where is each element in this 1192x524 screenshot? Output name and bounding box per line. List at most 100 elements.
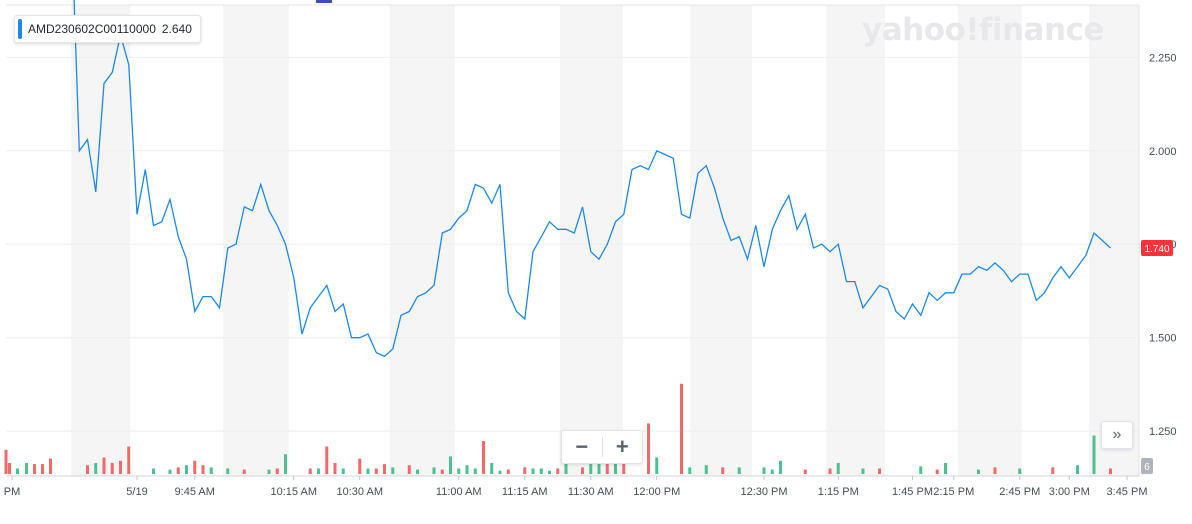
volume-bar xyxy=(176,467,180,474)
volume-bar xyxy=(490,463,494,474)
x-tick-label: 11:00 AM xyxy=(436,486,482,498)
zoom-out-button[interactable]: − xyxy=(575,434,589,459)
volume-bar xyxy=(762,467,766,474)
volume-bar xyxy=(779,460,782,474)
volume-bar xyxy=(49,458,52,474)
volume-bar xyxy=(1018,468,1022,474)
volume-bar xyxy=(1092,435,1096,474)
shade-band-3 xyxy=(560,5,623,476)
x-tick-label: 10:30 AM xyxy=(337,486,383,498)
volume-bar xyxy=(622,458,626,474)
volume-bar xyxy=(41,464,44,474)
volume-tag-label: 6 xyxy=(1144,462,1150,473)
volume-bar xyxy=(977,469,980,474)
volume-bar xyxy=(539,468,543,474)
volume-bar xyxy=(284,454,287,474)
zoom-control: − + xyxy=(561,430,643,464)
volume-bar xyxy=(581,467,584,474)
volume-bar xyxy=(465,465,469,474)
expand-chart-button[interactable]: » xyxy=(1101,421,1133,449)
volume-bar xyxy=(152,468,155,474)
volume-bar xyxy=(432,467,436,474)
volume-bar xyxy=(944,463,947,474)
volume-bar xyxy=(993,467,997,474)
y-tick-label: 2.250 xyxy=(1149,52,1177,64)
x-tick-label: 12:00 PM xyxy=(633,486,680,498)
x-tick-label: 12:30 PM xyxy=(740,486,787,498)
y-tick-label: 2.000 xyxy=(1149,146,1177,158)
series-legend[interactable]: AMD230602C00110000 2.640 xyxy=(14,15,201,43)
volume-bar xyxy=(523,467,527,474)
volume-bar xyxy=(704,465,708,474)
volume-bar xyxy=(919,466,923,474)
volume-tag xyxy=(1141,458,1153,474)
volume-bar xyxy=(193,460,197,474)
volume-bar xyxy=(564,463,568,474)
x-tick-label: 1:15 PM xyxy=(818,486,859,498)
volume-bar xyxy=(366,468,370,474)
volume-bar xyxy=(333,463,337,474)
volume-bar xyxy=(341,468,345,474)
y-tick-label: 1.500 xyxy=(1149,333,1177,345)
last-price-label: 1.740 xyxy=(1144,244,1169,255)
volume-bar xyxy=(267,469,271,474)
x-tick-label: 2:15 PM xyxy=(933,486,974,498)
volume-bar xyxy=(110,463,114,474)
volume-bar xyxy=(8,463,11,474)
volume-bar xyxy=(374,468,378,474)
volume-bar xyxy=(127,446,131,474)
x-tick-label: 1:45 PM xyxy=(892,486,933,498)
volume-bar xyxy=(33,464,36,474)
x-tick-label: 11:15 AM xyxy=(502,486,548,498)
yahoo-finance-watermark: yahoo!finance xyxy=(862,12,1105,48)
volume-bar xyxy=(861,468,865,474)
volume-bar xyxy=(325,446,329,474)
volume-bar xyxy=(275,468,279,474)
volume-bar xyxy=(1076,465,1079,474)
volume-bar xyxy=(449,456,452,474)
shade-band-6 xyxy=(958,5,1022,476)
volume-bar xyxy=(16,468,19,474)
volume-bar xyxy=(680,383,683,474)
volume-bar xyxy=(935,469,939,474)
x-tick-label: 5/19 xyxy=(126,486,147,498)
volume-bar xyxy=(317,468,320,474)
series-name: AMD230602C00110000 xyxy=(28,22,156,36)
volume-bar xyxy=(803,469,807,474)
volume-bar xyxy=(647,423,650,474)
volume-bar xyxy=(185,465,188,474)
shade-band-5 xyxy=(826,5,885,476)
volume-bar xyxy=(836,463,840,474)
volume-bar xyxy=(119,460,122,474)
volume-bar xyxy=(548,470,551,474)
x-tick-label: 10:15 AM xyxy=(271,486,317,498)
x-tick-label: PM xyxy=(4,486,21,498)
volume-bar xyxy=(597,459,601,474)
shade-band-2 xyxy=(390,5,455,476)
volume-bar xyxy=(770,469,774,474)
y-tick-label: 1.250 xyxy=(1149,426,1177,438)
volume-bar xyxy=(556,468,560,474)
series-value: 2.640 xyxy=(161,22,192,36)
volume-bar xyxy=(473,468,477,474)
top-marker xyxy=(316,0,332,3)
x-tick-label: 2:45 PM xyxy=(999,486,1040,498)
volume-bar xyxy=(531,468,535,474)
x-tick-label: 3:45 PM xyxy=(1107,486,1148,498)
volume-bar xyxy=(482,441,485,474)
volume-bar xyxy=(4,449,8,474)
last-price-tag xyxy=(1141,239,1173,256)
volume-bar xyxy=(383,464,386,474)
volume-bar xyxy=(688,467,692,474)
volume-bar xyxy=(878,468,881,474)
volume-bar xyxy=(201,465,205,474)
volume-bar xyxy=(102,457,106,474)
zoom-in-button[interactable]: + xyxy=(615,434,629,459)
volume-bar xyxy=(457,468,461,474)
shade-band-7 xyxy=(1089,5,1139,476)
volume-bar xyxy=(25,463,28,474)
volume-bar xyxy=(416,469,419,474)
x-tick-label: 3:00 PM xyxy=(1049,486,1090,498)
price-line xyxy=(73,0,1111,358)
